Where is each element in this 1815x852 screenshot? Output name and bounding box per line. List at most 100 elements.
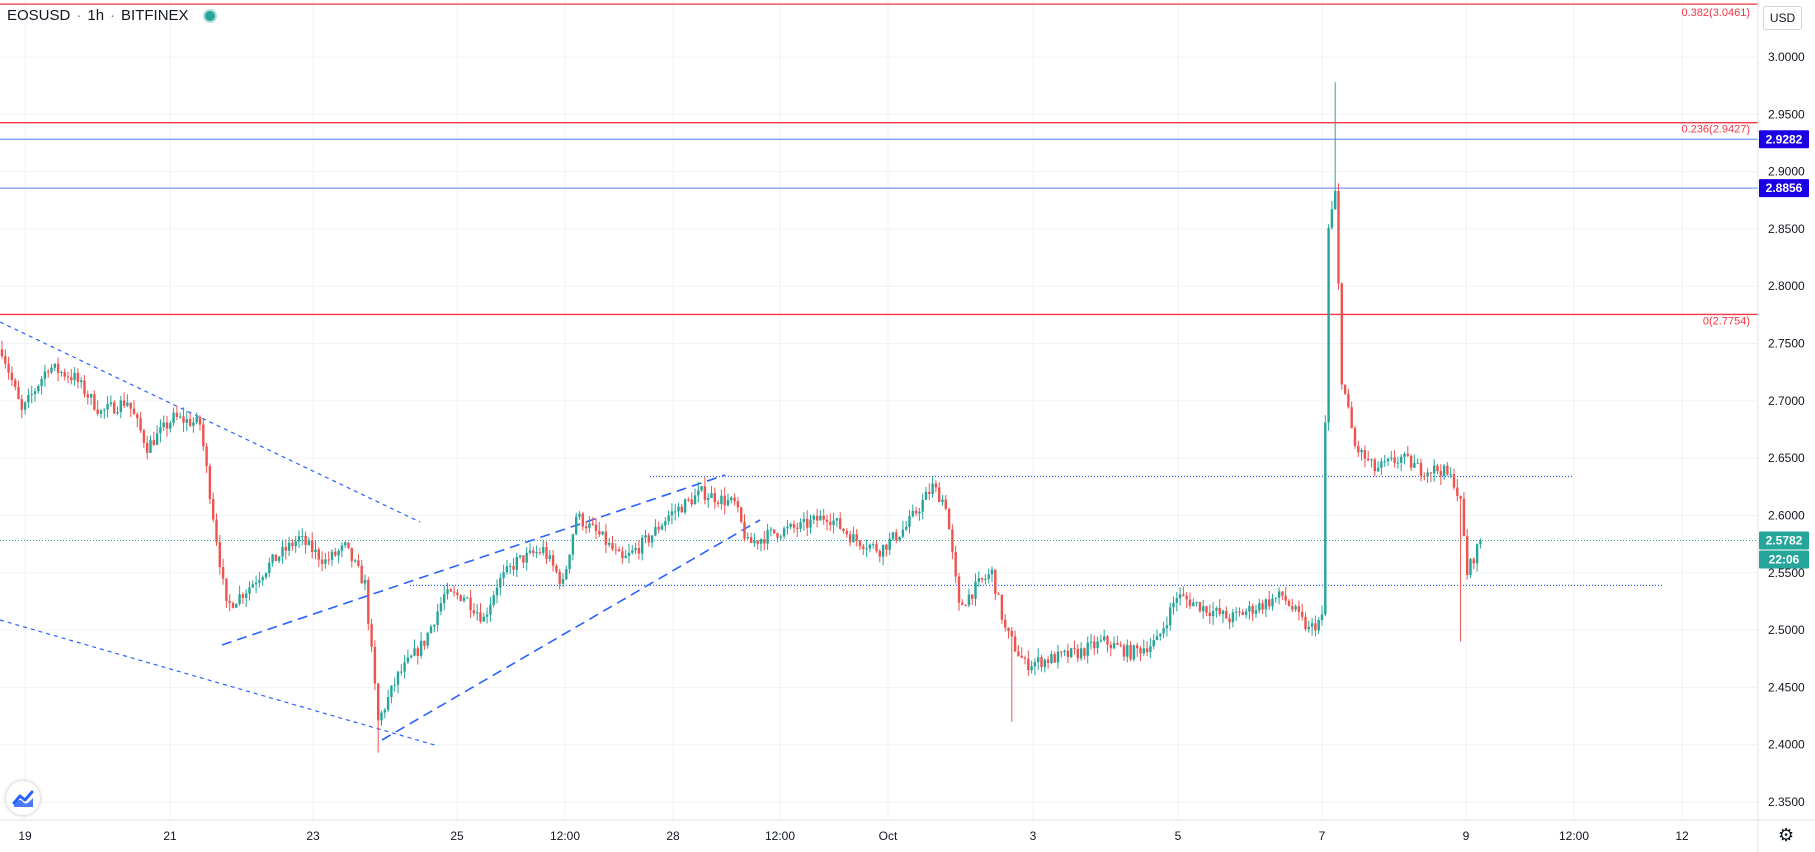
candle-body [875,544,878,552]
candle-body [4,356,7,364]
candle-body [697,490,700,496]
time-axis[interactable]: 19 21 23 25 12:00 28 12:00 Oct 3 5 7 9 12:00 12 [0,819,1815,843]
candle-body [264,573,268,578]
candle-body [911,510,914,517]
candle-body [1112,643,1116,649]
candle-body [528,550,532,553]
candle-body [740,507,743,522]
candle-body [1466,536,1469,575]
candle-body [462,597,466,601]
candle-body [344,542,347,546]
candle-body [1231,612,1235,623]
candle-body [386,697,390,710]
candle-body [726,500,730,506]
candle-body [858,540,862,547]
candle-body [235,603,238,608]
fib-level-label: 0(2.7754) [1703,315,1750,327]
candle-body [766,530,769,544]
candle-body [749,537,753,543]
candle-body [179,416,182,418]
candle-body [1439,471,1442,476]
candle-body [159,427,162,434]
candle-body [1172,602,1175,608]
candle-body [885,544,888,550]
candle-body [733,497,736,502]
candle-body [674,511,677,513]
candle-body [944,499,947,509]
candle-body [868,544,872,549]
candle-body [575,516,578,535]
time-tick-label: 12 [1675,829,1689,843]
candle-body [261,577,264,581]
candle-body [786,526,789,529]
candle-body [248,587,251,594]
candle-body [1403,453,1406,457]
candle-body [1436,465,1439,472]
candle-body [1195,602,1198,604]
candle-body [799,522,802,529]
candle-body [1103,636,1106,641]
candle-body [967,594,971,606]
live-dot-icon [202,8,217,23]
candle-body [581,513,584,527]
candle-body [736,501,740,508]
candle-body [37,385,40,392]
candle-body [1367,458,1370,461]
candle-body [677,506,680,512]
candle-body [89,394,93,398]
candle-body [848,534,852,543]
candle-body [1004,619,1007,628]
candle-body [1400,456,1403,463]
candle-body [373,646,377,684]
candle-body [1472,559,1475,564]
candle-body [555,565,558,572]
candle-body [829,521,832,526]
candle-body [1334,191,1337,210]
gear-icon[interactable]: ⚙ [1778,825,1795,845]
candle-body [792,524,796,528]
candle-body [268,562,271,574]
candle-body [987,574,990,579]
horizontal-levels: 0.382(3.0461) 0.236(2.9427) 0(2.7754) [0,3,1758,541]
candle-body [941,499,944,503]
candle-body [353,560,357,562]
interval-label: 1h [87,7,105,24]
currency-button[interactable]: USD [1763,6,1802,30]
candle-body [93,394,96,410]
candle-body [980,578,984,580]
candle-body [489,604,492,615]
candle-body [1373,459,1376,472]
candle-body [1215,608,1218,611]
candle-body [921,499,924,512]
candle-body [307,540,311,545]
candle-body [1258,603,1261,611]
candle-body [1109,644,1112,649]
candle-body [667,515,670,522]
candle-body [565,569,568,580]
candle-body [1241,612,1244,615]
candle-body [1073,648,1076,650]
time-tick-label: 19 [18,829,32,843]
chart-grid [0,0,1758,820]
candle-body [1202,606,1205,612]
symbol-header[interactable]: EOSUSD · 1h · BITFINEX [7,7,217,24]
candle-body [1284,595,1287,601]
candle-body [964,605,967,607]
tradingview-logo-icon[interactable] [6,781,40,815]
price-axis[interactable]: 3.0000 2.9500 2.9000 2.8500 2.8000 2.7500 2.70… [1757,0,1815,852]
candle-body [746,537,749,539]
candle-body [320,559,324,564]
candle-body [1383,461,1386,463]
candle-body [324,559,327,564]
candle-body [363,579,367,584]
candle-body [862,546,865,549]
candle-body [1211,610,1215,617]
candle-body [542,547,545,553]
candle-body [1218,608,1221,615]
candle-body [1291,605,1294,610]
candle-body [796,527,799,529]
candle-body [657,526,660,530]
candle-body [1337,191,1340,284]
candle-body [1139,648,1142,654]
